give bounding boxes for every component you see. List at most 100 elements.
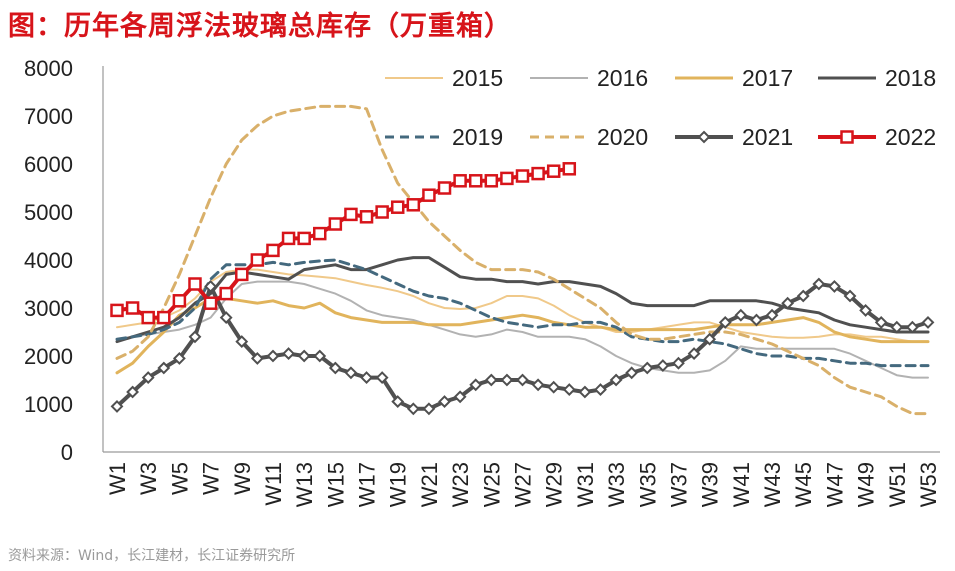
data-point bbox=[125, 301, 140, 315]
data-point bbox=[157, 361, 171, 375]
data-point bbox=[468, 174, 483, 188]
data-point bbox=[453, 390, 467, 404]
y-tick-label: 2000 bbox=[24, 344, 73, 369]
data-point bbox=[796, 289, 810, 303]
data-point bbox=[453, 174, 467, 188]
data-point bbox=[921, 315, 935, 329]
series-layer bbox=[110, 104, 935, 416]
data-point bbox=[188, 277, 202, 291]
data-point bbox=[188, 330, 202, 344]
x-tick-label: W5 bbox=[167, 462, 192, 495]
data-point bbox=[235, 335, 249, 349]
data-point bbox=[391, 395, 405, 409]
data-point bbox=[640, 361, 654, 375]
data-point bbox=[469, 378, 483, 392]
series-2020 bbox=[115, 104, 930, 416]
x-tick-label: W33 bbox=[604, 462, 629, 507]
data-point bbox=[266, 349, 280, 363]
x-tick-label: W11 bbox=[261, 462, 286, 506]
series-2021 bbox=[110, 277, 935, 416]
data-point bbox=[562, 162, 577, 176]
x-tick-label: W3 bbox=[136, 462, 161, 495]
x-tick-label: W15 bbox=[323, 462, 348, 507]
data-point bbox=[250, 351, 264, 365]
x-tick-label: W43 bbox=[760, 462, 785, 507]
legend-item-2015: 2015 bbox=[385, 65, 503, 91]
legend-label: 2020 bbox=[597, 124, 648, 150]
data-point bbox=[219, 311, 233, 325]
x-tick-label: W53 bbox=[916, 462, 941, 507]
legend-item-2022: 2022 bbox=[818, 124, 936, 150]
data-point bbox=[375, 371, 389, 385]
data-point bbox=[219, 286, 233, 301]
data-point bbox=[905, 320, 919, 334]
x-tick-label: W21 bbox=[417, 462, 442, 507]
legend-label: 2021 bbox=[742, 124, 793, 150]
data-point bbox=[406, 198, 421, 212]
series-2022 bbox=[110, 162, 577, 325]
data-point bbox=[437, 181, 452, 195]
legend-item-2017: 2017 bbox=[675, 65, 793, 91]
x-tick-label: W1 bbox=[105, 462, 130, 495]
data-point bbox=[422, 402, 436, 416]
data-point bbox=[422, 188, 436, 202]
data-point bbox=[360, 371, 373, 385]
data-point bbox=[718, 315, 732, 329]
series-line-2016 bbox=[116, 280, 929, 379]
data-point bbox=[110, 399, 124, 413]
x-tick-label: W19 bbox=[386, 462, 411, 507]
data-point bbox=[734, 308, 748, 322]
data-point bbox=[203, 296, 218, 310]
x-tick-label: W39 bbox=[698, 462, 723, 507]
data-point bbox=[828, 279, 841, 293]
data-point bbox=[313, 226, 327, 241]
data-point bbox=[500, 171, 514, 186]
x-tick-label: W45 bbox=[791, 462, 816, 507]
data-point bbox=[515, 169, 530, 183]
series-2018 bbox=[115, 256, 930, 344]
data-point bbox=[313, 349, 327, 363]
data-point bbox=[625, 366, 639, 380]
data-point bbox=[126, 385, 140, 399]
data-point bbox=[172, 294, 187, 308]
data-point bbox=[594, 383, 607, 397]
data-point bbox=[235, 267, 249, 282]
legend-label: 2017 bbox=[742, 65, 793, 91]
data-point bbox=[344, 207, 358, 222]
data-point bbox=[687, 347, 701, 361]
data-point bbox=[282, 347, 295, 361]
data-point bbox=[375, 205, 389, 219]
chart-title: 图：历年各周浮法玻璃总库存（万重箱） bbox=[8, 11, 512, 42]
data-point bbox=[609, 373, 623, 387]
legend-label: 2015 bbox=[452, 65, 503, 91]
series-2017 bbox=[115, 296, 930, 375]
data-point bbox=[781, 296, 795, 310]
data-point bbox=[531, 378, 545, 392]
legend-item-2016: 2016 bbox=[530, 65, 648, 91]
data-point bbox=[297, 231, 311, 246]
data-point bbox=[438, 395, 451, 409]
y-tick-label: 7000 bbox=[24, 104, 73, 129]
data-point bbox=[141, 371, 155, 385]
data-point bbox=[500, 373, 514, 387]
data-point bbox=[547, 380, 561, 394]
y-tick-label: 1000 bbox=[24, 392, 73, 417]
data-point bbox=[406, 402, 420, 416]
y-tick-label: 5000 bbox=[24, 200, 73, 225]
data-point bbox=[344, 366, 358, 380]
legend: 2015 2016 2017 2018 2019 2020 2021 2022 bbox=[385, 65, 936, 150]
data-point bbox=[765, 308, 779, 322]
data-point bbox=[890, 320, 904, 334]
x-tick-label: W29 bbox=[542, 462, 567, 507]
data-point bbox=[484, 373, 498, 387]
x-tick-label: W35 bbox=[635, 462, 660, 507]
x-tick-label: W23 bbox=[448, 462, 473, 507]
data-point bbox=[672, 356, 685, 370]
legend-item-2018: 2018 bbox=[818, 65, 936, 91]
data-point bbox=[656, 359, 670, 373]
legend-label: 2016 bbox=[597, 65, 648, 91]
legend-marker bbox=[840, 130, 854, 144]
series-line-2021 bbox=[115, 282, 930, 411]
